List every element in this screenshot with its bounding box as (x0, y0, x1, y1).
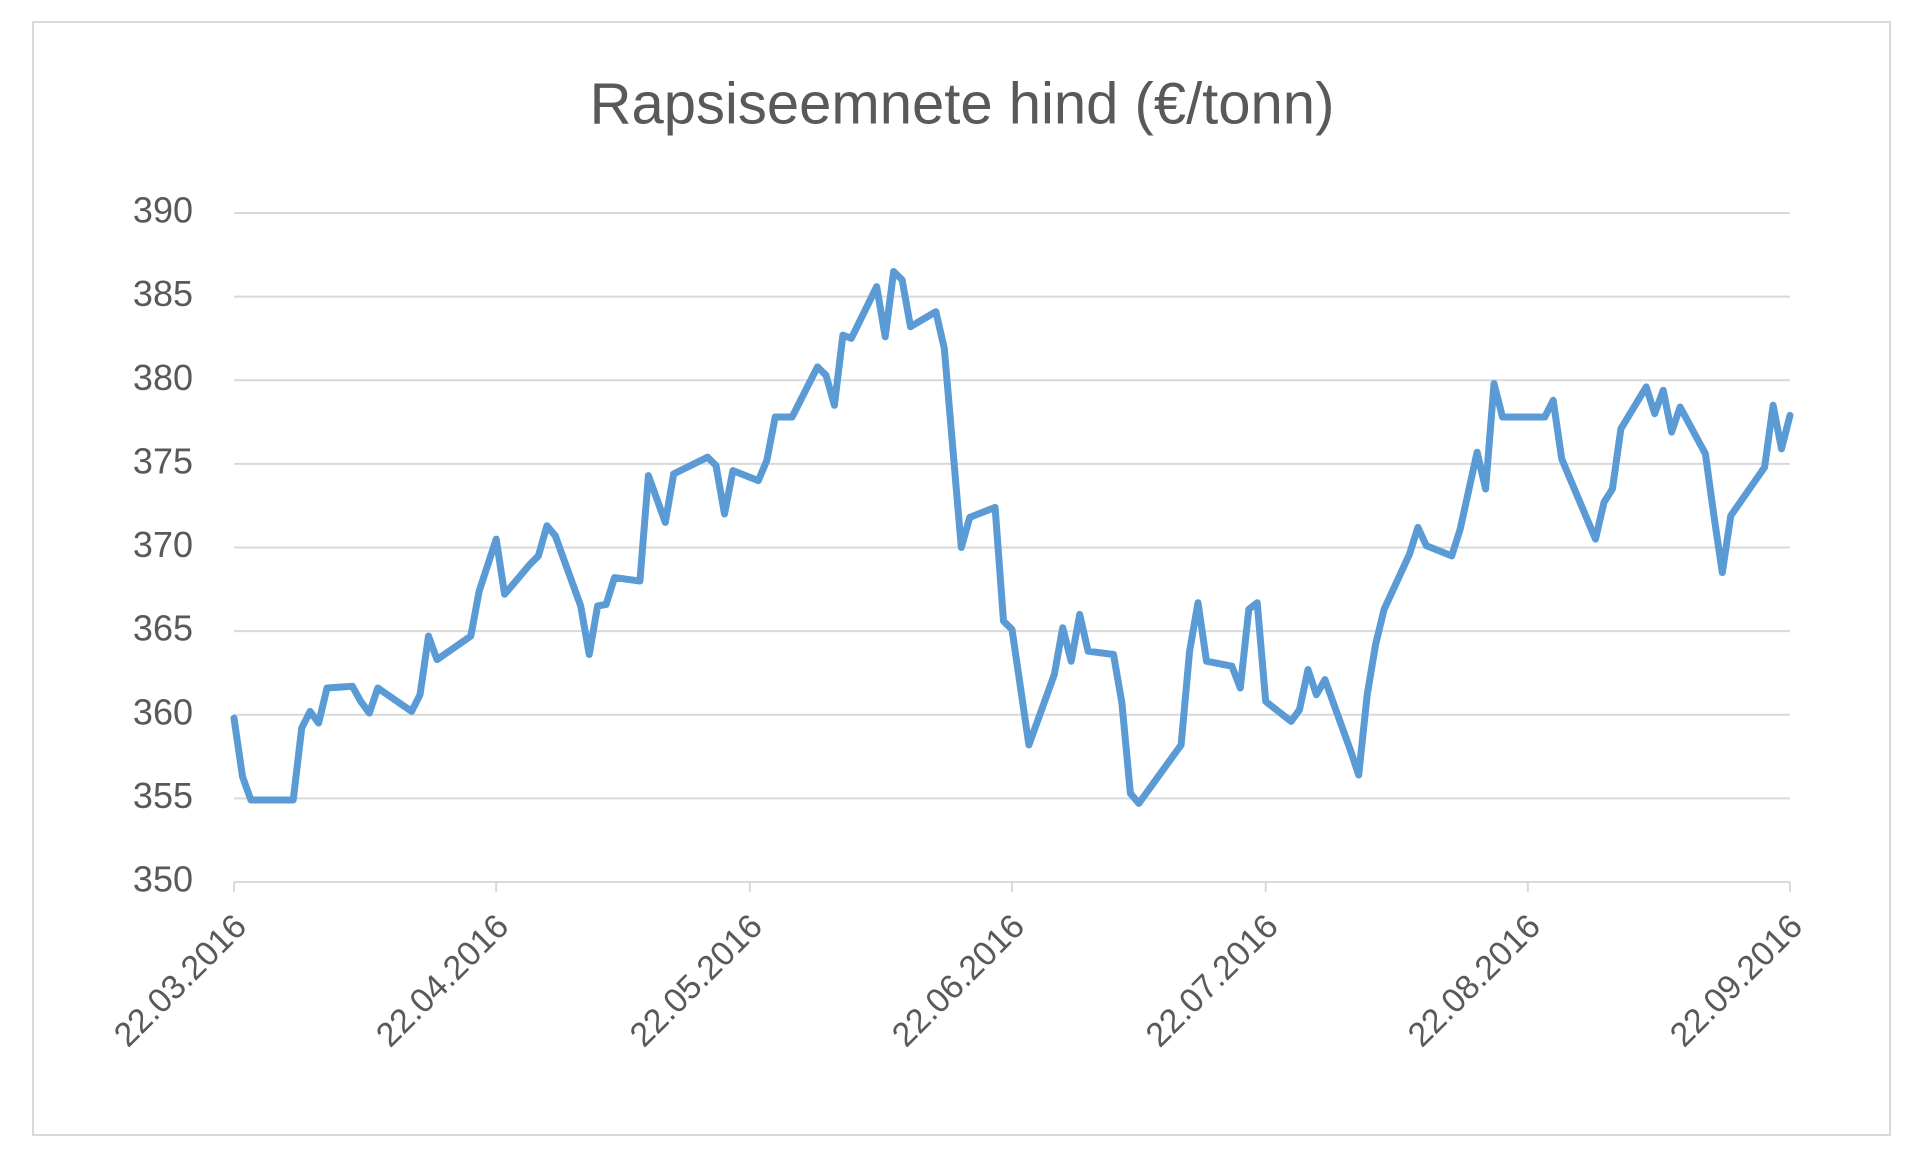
chart-title: Rapsiseemnete hind (€/tonn) (590, 71, 1335, 136)
y-tick-label: 370 (133, 524, 193, 565)
y-tick-label: 355 (133, 775, 193, 816)
y-tick-label: 390 (133, 190, 193, 231)
chart-frame (32, 21, 1891, 1136)
y-tick-label: 360 (133, 691, 193, 732)
data-line (230, 268, 1794, 807)
y-tick-label: 365 (133, 608, 193, 649)
y-tick-label: 350 (133, 859, 193, 900)
y-tick-label: 375 (133, 440, 193, 481)
y-tick-label: 385 (133, 273, 193, 314)
y-tick-label: 380 (133, 357, 193, 398)
